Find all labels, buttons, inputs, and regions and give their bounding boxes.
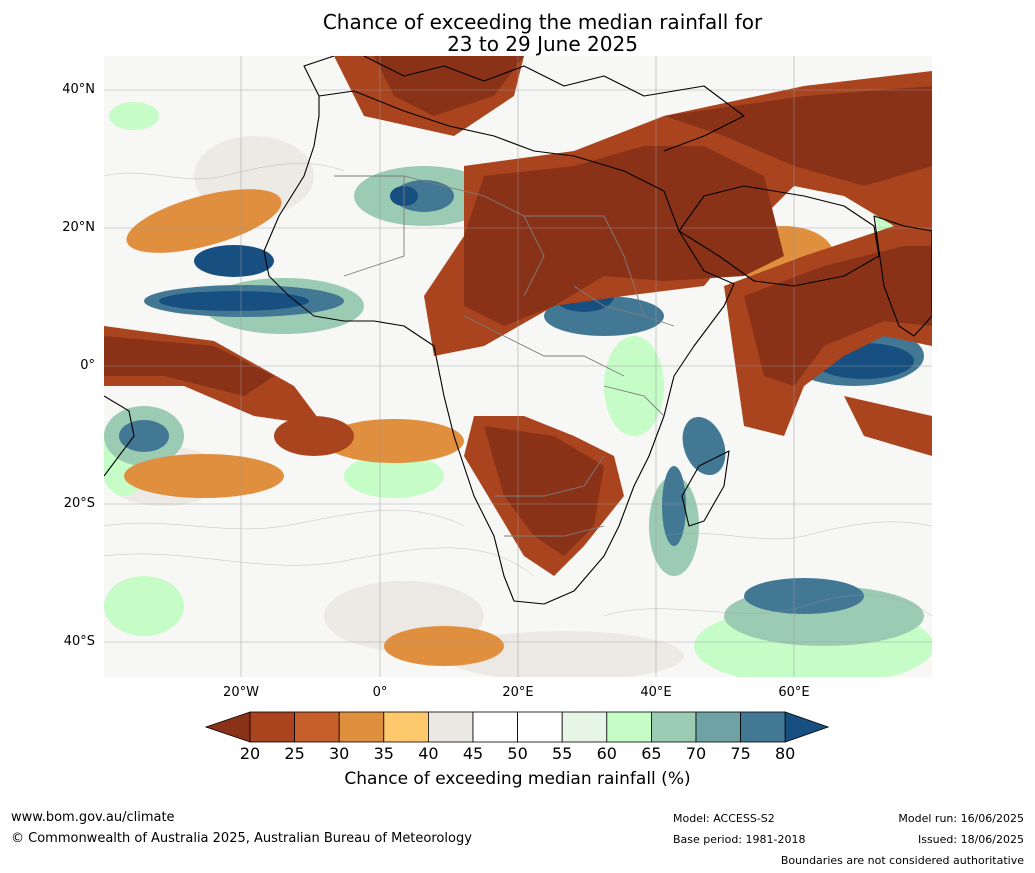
colorbar-tick-label: 80 <box>775 744 796 763</box>
disclaimer-text: Boundaries are not considered authoritat… <box>780 854 1024 867</box>
africa-coastline <box>263 90 735 605</box>
dark-brown-regions <box>104 56 932 556</box>
colorbar-tick-label: 20 <box>239 744 261 763</box>
colorbar-cell <box>650 711 697 743</box>
colorbar-cell <box>294 711 340 743</box>
model-run-text: Model run: 16/06/2025 <box>898 812 1024 825</box>
colorbar-tick-label: 40 <box>418 744 439 763</box>
lon-label-0: 0° <box>372 685 388 700</box>
lat-label-0: 0° <box>80 358 95 373</box>
colorbar-tick-label: 60 <box>596 744 617 763</box>
lon-label-40e: 40°E <box>640 685 672 700</box>
issued-text: Issued: 18/06/2025 <box>917 833 1024 846</box>
colorbar-cell <box>338 711 385 743</box>
lat-label-40s: 40°S <box>63 634 95 649</box>
map-title-line2: 23 to 29 June 2025 <box>447 32 638 56</box>
colorbar-tick-label: 25 <box>284 744 305 763</box>
colorbar-cell <box>606 711 652 743</box>
colorbar-cell <box>249 711 295 743</box>
lat-label-20s: 20°S <box>63 496 95 511</box>
gridlines <box>104 56 932 677</box>
map-title-line1: Chance of exceeding the median rainfall … <box>322 10 763 34</box>
south-america-coastline <box>104 395 135 477</box>
colorbar-tick-label: 65 <box>641 744 662 763</box>
colorbar-cell <box>740 711 786 743</box>
colorbar-tick-label: 30 <box>329 744 350 763</box>
contour-lines <box>104 163 932 617</box>
lon-label-20w: 20°W <box>223 685 259 700</box>
colorbar-tick-label: 70 <box>685 744 707 763</box>
coastlines <box>104 56 932 605</box>
colorbar-tick-label: 45 <box>462 744 484 763</box>
rainfall-probability-map <box>104 56 932 677</box>
colorbar-cell <box>472 711 518 743</box>
colorbar-low-extension <box>205 711 251 743</box>
colorbar-cell <box>427 711 474 743</box>
madagascar-coastline <box>681 450 730 527</box>
colorbar-cell <box>695 711 741 743</box>
colorbar-label: Chance of exceeding median rainfall (%) <box>344 769 691 789</box>
lat-label-20n: 20°N <box>62 220 95 235</box>
colorbar-tick-label: 55 <box>552 744 573 763</box>
copyright-text: © Commonwealth of Australia 2025, Austra… <box>11 831 472 846</box>
colorbar <box>205 711 829 743</box>
lon-label-20e: 20°E <box>502 685 534 700</box>
colorbar-tick-label: 35 <box>373 744 394 763</box>
lat-label-40n: 40°N <box>62 82 95 97</box>
website-link[interactable]: www.bom.gov.au/climate <box>11 810 175 825</box>
base-period-text: Base period: 1981-2018 <box>673 833 806 846</box>
country-borders <box>334 175 675 537</box>
india-coastline <box>873 215 932 337</box>
colorbar-high-extension <box>784 711 829 743</box>
lon-label-60e: 60°E <box>778 685 810 700</box>
model-text: Model: ACCESS-S2 <box>673 812 775 825</box>
colorbar-tick-label: 50 <box>507 744 528 763</box>
colorbar-cell <box>383 711 429 743</box>
europe-coastline <box>303 56 745 152</box>
colorbar-cell <box>517 711 563 743</box>
colorbar-cell <box>561 711 608 743</box>
colorbar-tick-label: 75 <box>730 744 751 763</box>
arabia-coastline <box>678 185 880 287</box>
